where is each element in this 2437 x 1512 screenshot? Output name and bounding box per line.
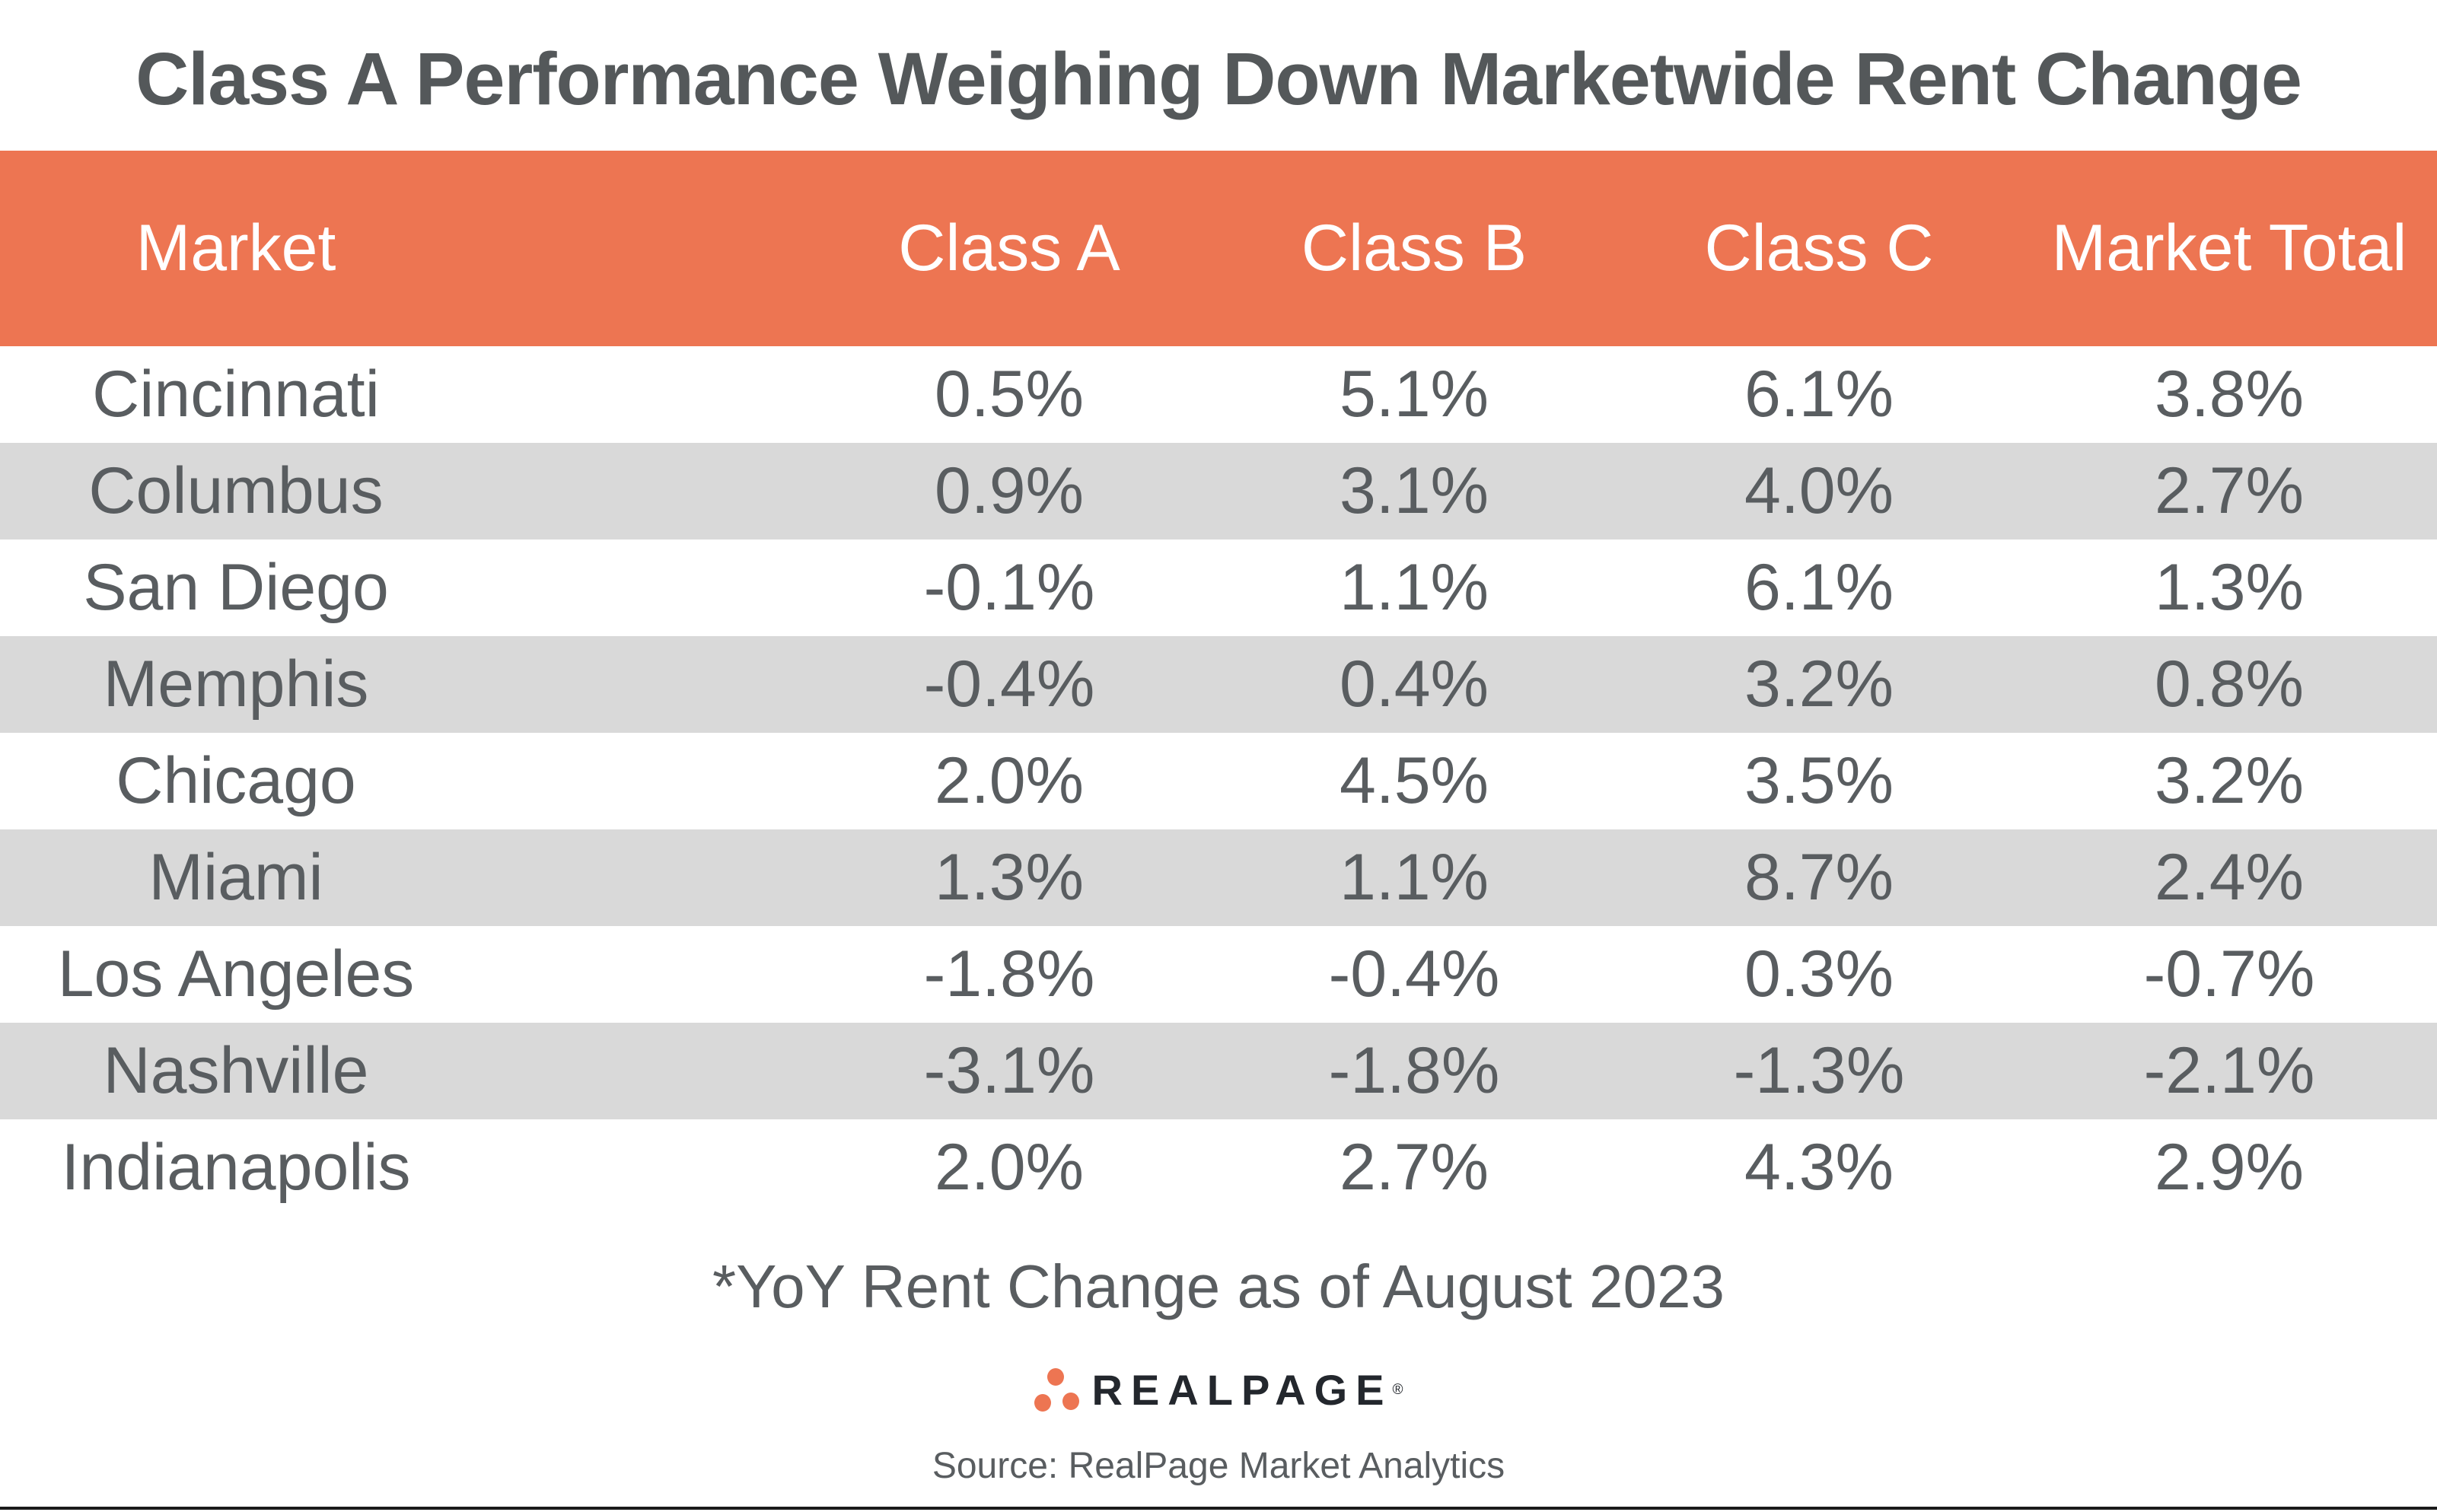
logo-dot-right bbox=[1062, 1392, 1079, 1410]
class-c-cell: 3.2% bbox=[1744, 648, 1894, 721]
class-c-cell: 3.5% bbox=[1744, 744, 1894, 817]
market-cell: Indianapolis bbox=[61, 1131, 411, 1204]
class-c-cell: 0.3% bbox=[1744, 937, 1894, 1011]
rent-change-table: Market Class A Class B Class C Market To… bbox=[0, 151, 2437, 1216]
spacer-cell bbox=[472, 733, 807, 829]
market-total-cell: 2.4% bbox=[2154, 841, 2305, 914]
page-title: Class A Performance Weighing Down Market… bbox=[135, 37, 2302, 120]
market-total-cell: 2.9% bbox=[2154, 1131, 2305, 1204]
class-b-cell: 4.5% bbox=[1339, 744, 1489, 817]
class-b-cell: 5.1% bbox=[1339, 358, 1489, 431]
spacer-cell bbox=[472, 346, 807, 443]
source-line: Source: RealPage Market Analytics bbox=[932, 1446, 1505, 1486]
column-header-class-a: Class A bbox=[898, 212, 1120, 285]
market-total-cell: 3.8% bbox=[2154, 358, 2305, 431]
market-cell: Miami bbox=[148, 841, 323, 914]
column-header-market-total: Market Total bbox=[2051, 212, 2407, 285]
market-cell: Chicago bbox=[116, 744, 356, 817]
class-a-cell: -1.8% bbox=[923, 937, 1095, 1011]
logo-dot-left bbox=[1034, 1393, 1051, 1412]
market-total-cell: 1.3% bbox=[2154, 551, 2305, 624]
realpage-dots-icon bbox=[1034, 1367, 1082, 1412]
spacer-cell bbox=[472, 636, 807, 733]
class-c-cell: 4.0% bbox=[1744, 454, 1894, 527]
class-c-cell: 6.1% bbox=[1744, 551, 1894, 624]
class-c-cell: 4.3% bbox=[1744, 1131, 1894, 1204]
table-row-san-diego: San Diego -0.1% 1.1% 6.1% 1.3% bbox=[0, 540, 2437, 636]
class-c-cell: 6.1% bbox=[1744, 358, 1894, 431]
market-total-cell: 2.7% bbox=[2154, 454, 2305, 527]
market-cell: Cincinnati bbox=[92, 358, 380, 431]
class-c-cell: -1.3% bbox=[1733, 1034, 1905, 1107]
class-a-cell: -0.1% bbox=[923, 551, 1095, 624]
table-row-memphis: Memphis -0.4% 0.4% 3.2% 0.8% bbox=[0, 636, 2437, 733]
class-b-cell: 0.4% bbox=[1339, 648, 1489, 721]
class-b-cell: 1.1% bbox=[1339, 551, 1489, 624]
market-total-cell: 3.2% bbox=[2154, 744, 2305, 817]
class-a-cell: 0.5% bbox=[934, 358, 1085, 431]
column-header-class-b: Class B bbox=[1301, 212, 1528, 285]
market-total-cell: -0.7% bbox=[2143, 937, 2315, 1011]
footnote: *YoY Rent Change as of August 2023 bbox=[712, 1253, 1725, 1320]
class-b-cell: 3.1% bbox=[1339, 454, 1489, 527]
class-b-cell: 1.1% bbox=[1339, 841, 1489, 914]
table-row-chicago: Chicago 2.0% 4.5% 3.5% 3.2% bbox=[0, 733, 2437, 829]
column-header-class-c: Class C bbox=[1704, 212, 1934, 285]
class-c-cell: 8.7% bbox=[1744, 841, 1894, 914]
table-row-indianapolis: Indianapolis 2.0% 2.7% 4.3% 2.9% bbox=[0, 1119, 2437, 1216]
spacer-cell bbox=[472, 151, 807, 346]
realpage-wordmark: REALPAGE bbox=[1091, 1366, 1393, 1414]
table-row-columbus: Columbus 0.9% 3.1% 4.0% 2.7% bbox=[0, 443, 2437, 540]
table-row-los-angeles: Los Angeles -1.8% -0.4% 0.3% -0.7% bbox=[0, 926, 2437, 1023]
registered-trademark-symbol: ® bbox=[1392, 1381, 1403, 1398]
table-row-cincinnati: Cincinnati 0.5% 5.1% 6.1% 3.8% bbox=[0, 346, 2437, 443]
market-cell: San Diego bbox=[83, 551, 389, 624]
spacer-cell bbox=[472, 540, 807, 636]
table-row-nashville: Nashville -3.1% -1.8% -1.3% -2.1% bbox=[0, 1023, 2437, 1119]
market-total-cell: -2.1% bbox=[2143, 1034, 2315, 1107]
class-a-cell: 2.0% bbox=[934, 744, 1085, 817]
column-header-market: Market bbox=[135, 212, 336, 285]
realpage-logo: REALPAGE ® bbox=[0, 1365, 2437, 1415]
class-b-cell: -0.4% bbox=[1328, 937, 1500, 1011]
spacer-cell bbox=[472, 829, 807, 926]
class-a-cell: -0.4% bbox=[923, 648, 1095, 721]
market-total-cell: 0.8% bbox=[2154, 648, 2305, 721]
bottom-rule bbox=[0, 1507, 2437, 1510]
class-a-cell: -3.1% bbox=[923, 1034, 1095, 1107]
spacer-cell bbox=[472, 1119, 807, 1216]
market-cell: Los Angeles bbox=[57, 937, 415, 1011]
market-cell: Columbus bbox=[88, 454, 384, 527]
class-a-cell: 2.0% bbox=[934, 1131, 1085, 1204]
market-cell: Memphis bbox=[103, 648, 369, 721]
class-a-cell: 0.9% bbox=[934, 454, 1085, 527]
table-row-miami: Miami 1.3% 1.1% 8.7% 2.4% bbox=[0, 829, 2437, 926]
spacer-cell bbox=[472, 926, 807, 1023]
class-b-cell: -1.8% bbox=[1328, 1034, 1500, 1107]
class-a-cell: 1.3% bbox=[934, 841, 1085, 914]
class-b-cell: 2.7% bbox=[1339, 1131, 1489, 1204]
spacer-cell bbox=[472, 443, 807, 540]
spacer-cell bbox=[472, 1023, 807, 1119]
market-cell: Nashville bbox=[103, 1034, 369, 1107]
table-header-row: Market Class A Class B Class C Market To… bbox=[0, 151, 2437, 346]
logo-dot-top bbox=[1046, 1367, 1064, 1386]
